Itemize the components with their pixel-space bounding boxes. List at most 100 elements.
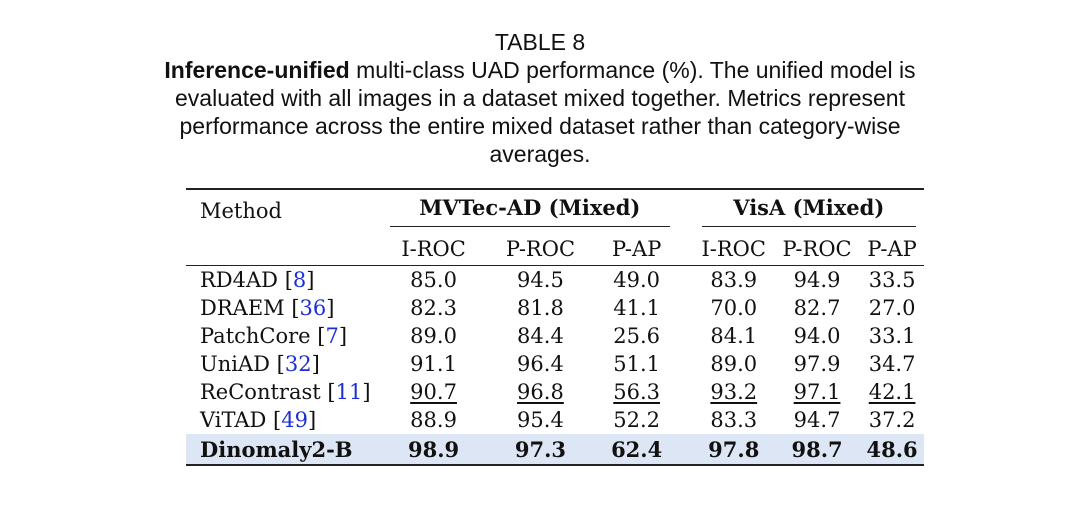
table-label: TABLE 8 — [494, 29, 586, 55]
cell-value: 96.4 — [517, 352, 564, 376]
caption-bold-lead: Inference-unified — [164, 57, 350, 83]
method-cell: UniAD [32] — [200, 352, 320, 376]
value-cell: 91.1 — [382, 350, 485, 378]
citation-link[interactable]: 11 — [335, 380, 363, 404]
value-cell: 97.1 — [774, 378, 860, 406]
group-header-mvtec-label: MVTec-AD (Mixed) — [390, 195, 670, 227]
cell-value: 48.6 — [866, 436, 918, 462]
cell-value: 70.0 — [710, 296, 758, 320]
value-cell: 48.6 — [860, 434, 924, 466]
cell-value: 37.2 — [868, 408, 916, 432]
value-cell: 89.0 — [694, 350, 774, 378]
cell-value: 81.8 — [517, 296, 564, 320]
value-cell: 98.7 — [773, 434, 861, 466]
table-caption: TABLE 8 Inference-unified multi-class UA… — [0, 28, 1080, 168]
cell-value: 62.4 — [611, 436, 663, 462]
method-name: RD4AD — [200, 268, 279, 292]
group-header-visa-label: VisA (Mixed) — [701, 195, 916, 227]
value-cell: 34.7 — [860, 350, 924, 378]
cell-value: 56.3 — [613, 380, 661, 404]
method-name: UniAD — [200, 352, 270, 376]
value-cell: 84.1 — [694, 322, 774, 350]
method-cell: Dinomaly2-B — [186, 434, 382, 466]
method-name: ViTAD — [200, 408, 267, 432]
method-cell: PatchCore [7] — [200, 324, 348, 348]
method-cell: ReContrast [11] — [200, 380, 371, 404]
cell-value: 83.9 — [710, 268, 758, 292]
metric-header: P-AP — [867, 236, 917, 261]
value-cell: 25.6 — [596, 322, 678, 350]
value-cell: 96.4 — [485, 350, 596, 378]
value-cell: 52.2 — [596, 406, 678, 434]
cell-value: 98.7 — [791, 436, 843, 462]
cell-value: 97.9 — [793, 352, 841, 376]
cell-value: 90.7 — [410, 380, 457, 404]
value-cell: 97.8 — [693, 434, 774, 466]
value-cell: 37.2 — [860, 406, 924, 434]
cell-value: 88.9 — [410, 408, 457, 432]
method-cell: RD4AD [8] — [186, 265, 382, 294]
cell-value: 94.5 — [517, 268, 564, 292]
table-row: Dinomaly2-B 98.9 97.3 62.4 97.8 98.7 48.6 — [186, 434, 924, 466]
value-cell: 95.4 — [485, 406, 596, 434]
group-header-visa: VisA (Mixed) — [693, 188, 924, 232]
table-row: PatchCore [7] 89.0 84.4 25.6 84.1 94.0 33.1 — [186, 322, 924, 350]
value-cell: 94.5 — [485, 265, 596, 294]
cell-value: 97.3 — [514, 436, 567, 462]
value-cell: 33.1 — [860, 322, 924, 350]
value-cell: 51.1 — [596, 350, 678, 378]
cell-value: 51.1 — [613, 352, 661, 376]
value-cell: 83.3 — [694, 406, 774, 434]
cell-value: 84.1 — [710, 324, 758, 348]
value-cell: 93.2 — [694, 378, 774, 406]
value-cell: 82.7 — [774, 294, 860, 322]
citation-link[interactable]: 32 — [284, 352, 312, 376]
citation-link[interactable]: 36 — [299, 296, 327, 320]
value-cell: 90.7 — [382, 378, 485, 406]
cell-value: 89.0 — [410, 324, 457, 348]
value-cell: 70.0 — [694, 294, 774, 322]
value-cell: 96.8 — [485, 378, 596, 406]
table-row: ViTAD [49] 88.9 95.4 52.2 83.3 94.7 37.2 — [186, 406, 924, 434]
value-cell: 62.4 — [595, 434, 678, 466]
value-cell: 82.3 — [382, 294, 485, 322]
value-cell: 97.3 — [485, 434, 596, 466]
cell-value: 42.1 — [868, 380, 916, 404]
value-cell: 85.0 — [382, 265, 486, 294]
value-cell: 89.0 — [382, 322, 485, 350]
cell-value: 95.4 — [517, 408, 564, 432]
value-cell: 49.0 — [595, 265, 678, 294]
results-table: Method MVTec-AD (Mixed) VisA (Mixed) I-R… — [186, 188, 924, 466]
cell-value: 33.1 — [868, 324, 916, 348]
cell-value: 97.8 — [708, 436, 760, 462]
header-row-groups: Method MVTec-AD (Mixed) VisA (Mixed) — [186, 188, 924, 232]
value-cell: 41.1 — [596, 294, 678, 322]
value-cell: 56.3 — [596, 378, 678, 406]
table-row: DRAEM [36] 82.3 81.8 41.1 70.0 82.7 27.0 — [186, 294, 924, 322]
table-row: ReContrast [11] 90.7 96.8 56.3 93.2 97.1 42.1 — [186, 378, 924, 406]
citation-link[interactable]: 49 — [281, 408, 308, 432]
citation-link[interactable]: 8 — [292, 268, 307, 292]
cell-value: 97.1 — [793, 380, 841, 404]
cell-value: 84.4 — [517, 324, 564, 348]
cell-value: 94.0 — [793, 324, 841, 348]
value-cell: 98.9 — [382, 434, 486, 466]
cell-value: 94.9 — [793, 268, 841, 292]
method-header: Method — [186, 188, 382, 232]
value-cell: 33.5 — [860, 265, 924, 294]
value-cell: 27.0 — [860, 294, 924, 322]
cell-value: 96.8 — [517, 380, 564, 404]
value-cell: 94.7 — [774, 406, 860, 434]
cell-value: 41.1 — [613, 296, 661, 320]
cell-value: 85.0 — [410, 268, 457, 292]
cell-value: 93.2 — [710, 380, 758, 404]
value-cell: 94.0 — [774, 322, 860, 350]
value-cell: 94.9 — [773, 265, 861, 294]
cell-value: 52.2 — [613, 408, 661, 432]
metric-header: I-ROC — [701, 236, 766, 261]
method-name: Dinomaly2-B — [200, 436, 353, 462]
cell-value: 33.5 — [868, 268, 916, 292]
method-name: DRAEM — [200, 296, 285, 320]
method-cell: ViTAD [49] — [200, 408, 317, 432]
citation-link[interactable]: 7 — [325, 324, 339, 348]
